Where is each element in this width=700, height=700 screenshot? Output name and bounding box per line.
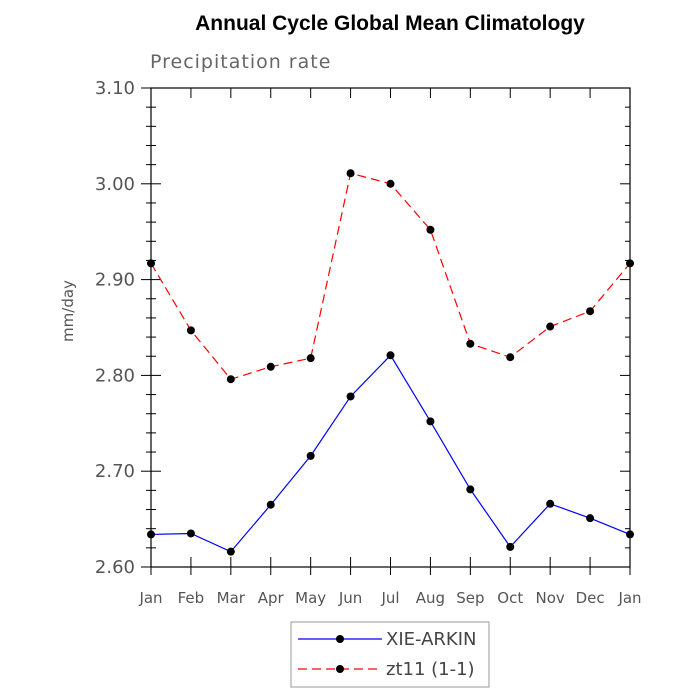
x-tick-label: Jun [338,589,362,607]
data-point [426,417,435,426]
x-tick-label: Nov [536,589,565,607]
data-point [626,259,634,268]
data-point [506,353,515,362]
x-tick-label: Feb [178,589,205,607]
legend-marker [336,635,344,643]
legend-label: XIE-ARKIN [386,629,477,650]
y-tick-label: 2.60 [95,557,135,578]
data-point [266,362,275,371]
y-tick-label: 2.90 [95,270,135,291]
data-point [226,375,235,384]
data-point [306,354,315,363]
data-point [586,307,595,316]
y-axis-label: mm/day [59,280,77,342]
x-tick-label: Jan [617,589,641,607]
series-line-1 [150,354,631,553]
data-point [466,339,475,348]
x-tick-label: Mar [217,589,246,607]
series-line-2 [150,172,631,380]
data-point [186,326,195,335]
x-tick-label: Dec [576,589,605,607]
x-tick-label: Apr [258,589,285,607]
data-point [266,500,275,509]
data-point [386,179,395,188]
data-point [226,547,235,556]
data-point [147,530,155,539]
data-point [186,529,195,538]
data-point [346,169,355,178]
legend-label: zt11 (1-1) [386,659,475,680]
data-point [586,514,595,523]
y-tick-label: 2.70 [95,461,135,482]
data-point [466,485,475,494]
chart-subtitle: Precipitation rate [150,51,331,73]
y-tick-label: 3.00 [95,174,135,195]
x-tick-label: Jul [380,589,399,607]
legend-marker [336,665,344,673]
x-tick-label: Aug [416,589,445,607]
x-tick-label: Jan [138,589,162,607]
y-tick-label: 3.10 [95,78,135,99]
plot-frame [150,87,631,568]
x-tick-label: Sep [456,589,484,607]
data-point [546,499,555,508]
data-point [506,542,515,551]
x-tick-label: Oct [497,589,523,607]
x-tick-label: May [295,589,326,607]
data-point [306,451,315,460]
data-point [386,351,395,360]
data-point [426,225,435,234]
data-point [546,322,555,331]
data-point [147,259,155,268]
chart-title: Annual Cycle Global Mean Climatology [195,12,585,35]
y-tick-label: 2.80 [95,365,135,386]
data-point [346,392,355,401]
data-point [626,530,634,539]
legend-box [290,621,490,688]
